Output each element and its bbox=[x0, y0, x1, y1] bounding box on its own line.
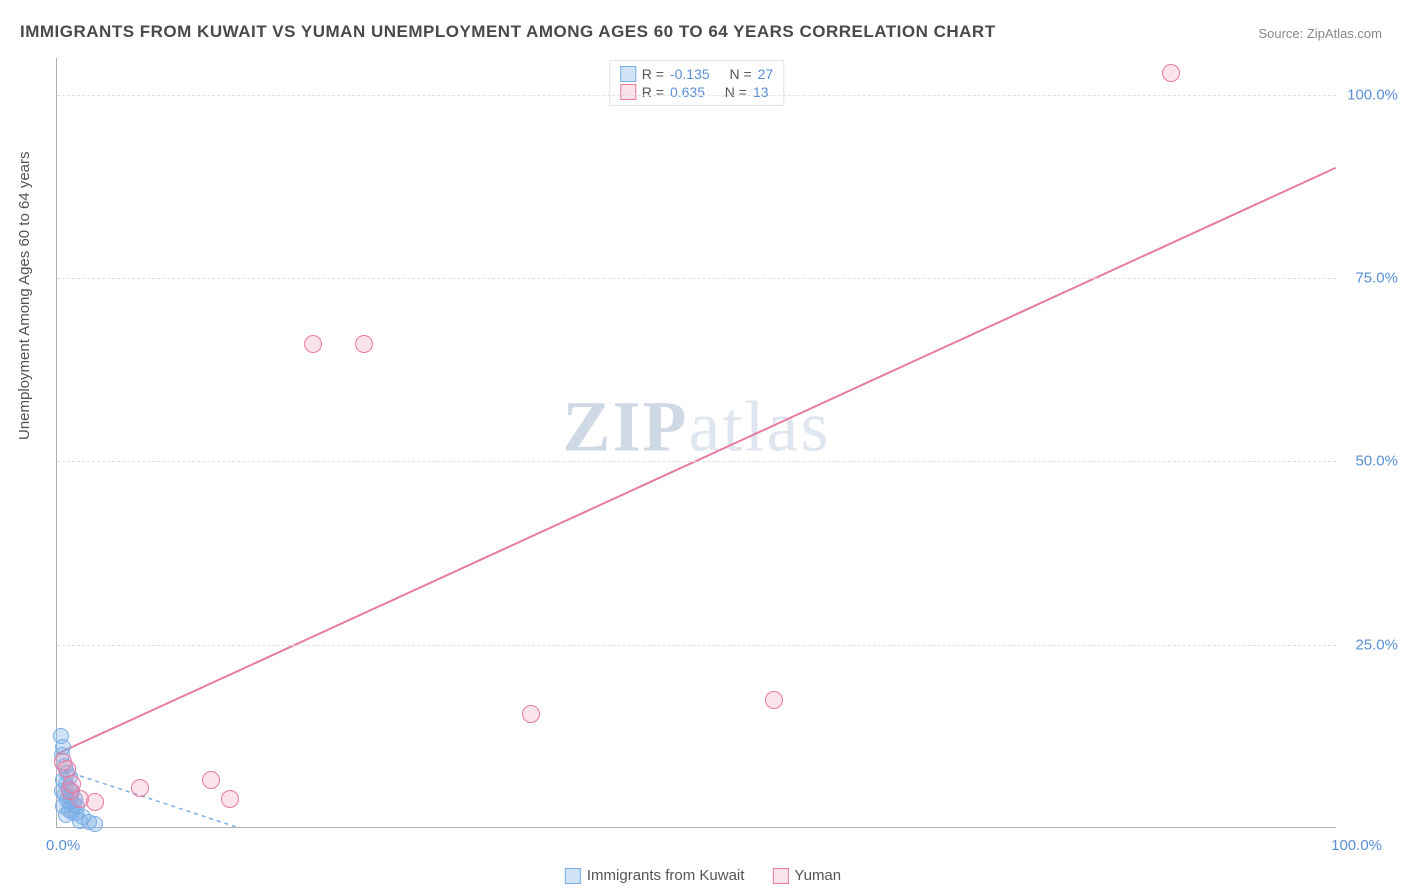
gridline bbox=[57, 95, 1336, 96]
series-legend: Immigrants from Kuwait Yuman bbox=[565, 867, 841, 884]
blue-series-name: Immigrants from Kuwait bbox=[587, 867, 745, 884]
pink-n-value: 13 bbox=[753, 84, 769, 100]
y-tick-label: 50.0% bbox=[1355, 453, 1398, 470]
source-attribution: Source: ZipAtlas.com bbox=[1258, 26, 1382, 41]
pink-marker bbox=[86, 793, 104, 811]
pink-marker bbox=[1162, 64, 1180, 82]
pink-marker bbox=[522, 705, 540, 723]
legend-swatch-blue bbox=[620, 66, 636, 82]
chart-container: IMMIGRANTS FROM KUWAIT VS YUMAN UNEMPLOY… bbox=[0, 0, 1406, 892]
y-tick-label: 25.0% bbox=[1355, 636, 1398, 653]
x-origin-label: 0.0% bbox=[46, 837, 80, 854]
gridline bbox=[57, 645, 1336, 646]
pink-marker bbox=[202, 771, 220, 789]
y-tick-label: 75.0% bbox=[1355, 270, 1398, 287]
trendlines-svg bbox=[57, 58, 1336, 827]
pink-marker bbox=[765, 691, 783, 709]
legend-row-blue: R = -0.135 N = 27 bbox=[620, 65, 773, 83]
x-max-label: 100.0% bbox=[1331, 837, 1382, 854]
blue-marker bbox=[87, 816, 103, 832]
y-tick-label: 100.0% bbox=[1347, 86, 1398, 103]
watermark-light: atlas bbox=[689, 387, 831, 467]
r-label: R = bbox=[642, 84, 664, 100]
gridline bbox=[57, 278, 1336, 279]
gridline bbox=[57, 461, 1336, 462]
y-axis-label: Unemployment Among Ages 60 to 64 years bbox=[16, 151, 33, 440]
n-label: N = bbox=[725, 84, 747, 100]
pink-marker bbox=[131, 779, 149, 797]
r-label: R = bbox=[642, 66, 664, 82]
source-prefix: Source: bbox=[1258, 26, 1306, 41]
pink-r-value: 0.635 bbox=[670, 84, 705, 100]
blue-r-value: -0.135 bbox=[670, 66, 710, 82]
legend-item-blue: Immigrants from Kuwait bbox=[565, 867, 745, 884]
scatter-plot: ZIPatlas R = -0.135 N = 27 R = 0.635 N =… bbox=[56, 58, 1336, 828]
n-label: N = bbox=[729, 66, 751, 82]
legend-item-pink: Yuman bbox=[772, 867, 841, 884]
chart-title: IMMIGRANTS FROM KUWAIT VS YUMAN UNEMPLOY… bbox=[20, 22, 996, 42]
correlation-legend: R = -0.135 N = 27 R = 0.635 N = 13 bbox=[609, 60, 784, 106]
pink-marker bbox=[304, 335, 322, 353]
source-name: ZipAtlas.com bbox=[1307, 26, 1382, 41]
pink-series-name: Yuman bbox=[794, 867, 841, 884]
blue-n-value: 27 bbox=[758, 66, 774, 82]
pink-marker bbox=[221, 790, 239, 808]
pink-marker bbox=[355, 335, 373, 353]
watermark: ZIPatlas bbox=[563, 386, 831, 469]
watermark-bold: ZIP bbox=[563, 387, 689, 467]
legend-swatch-pink-icon bbox=[772, 868, 788, 884]
legend-swatch-pink bbox=[620, 84, 636, 100]
legend-swatch-blue-icon bbox=[565, 868, 581, 884]
legend-row-pink: R = 0.635 N = 13 bbox=[620, 83, 773, 101]
